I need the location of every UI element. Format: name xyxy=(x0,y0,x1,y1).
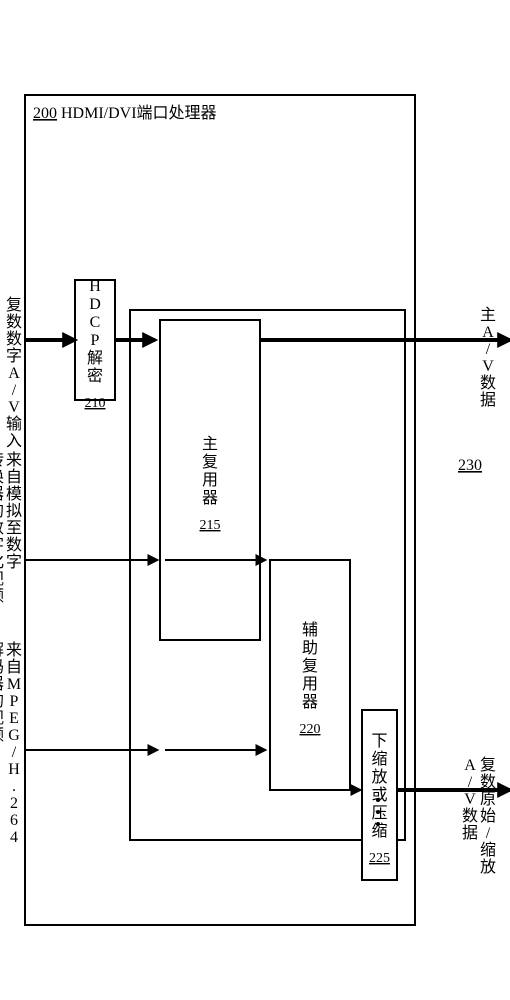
ellipsis-dot xyxy=(376,810,380,814)
input-bot-l0: 来自MPEG/H.264 xyxy=(6,641,22,846)
title: 200 HDMI/DVI端口处理器 xyxy=(33,104,217,122)
input-mid-l1: 转换器的数字化视频 xyxy=(0,451,4,605)
aux_mux-num: 220 xyxy=(300,722,321,737)
output-main-l0: 主A/V数据 xyxy=(480,306,496,409)
ref-230: 230 xyxy=(458,457,482,474)
input-bot-l1: 解码器的视频 xyxy=(0,641,4,744)
aux_mux-box xyxy=(270,560,350,790)
output-aux-l0: 复数原始/缩放 xyxy=(480,756,496,876)
output-aux-l1: A/V数据 xyxy=(462,757,478,842)
ellipsis-dot xyxy=(376,798,380,802)
input-top-l0: 复数数字A/V输入 xyxy=(6,296,22,450)
hdcp-num: 210 xyxy=(85,396,106,411)
scale-num: 225 xyxy=(369,851,390,866)
main_mux-num: 215 xyxy=(200,518,221,533)
ellipsis-dot xyxy=(376,822,380,826)
aux_mux-label: 辅助复用器 xyxy=(302,621,318,711)
input-mid-l0: 来自模拟至数字 xyxy=(6,451,22,571)
